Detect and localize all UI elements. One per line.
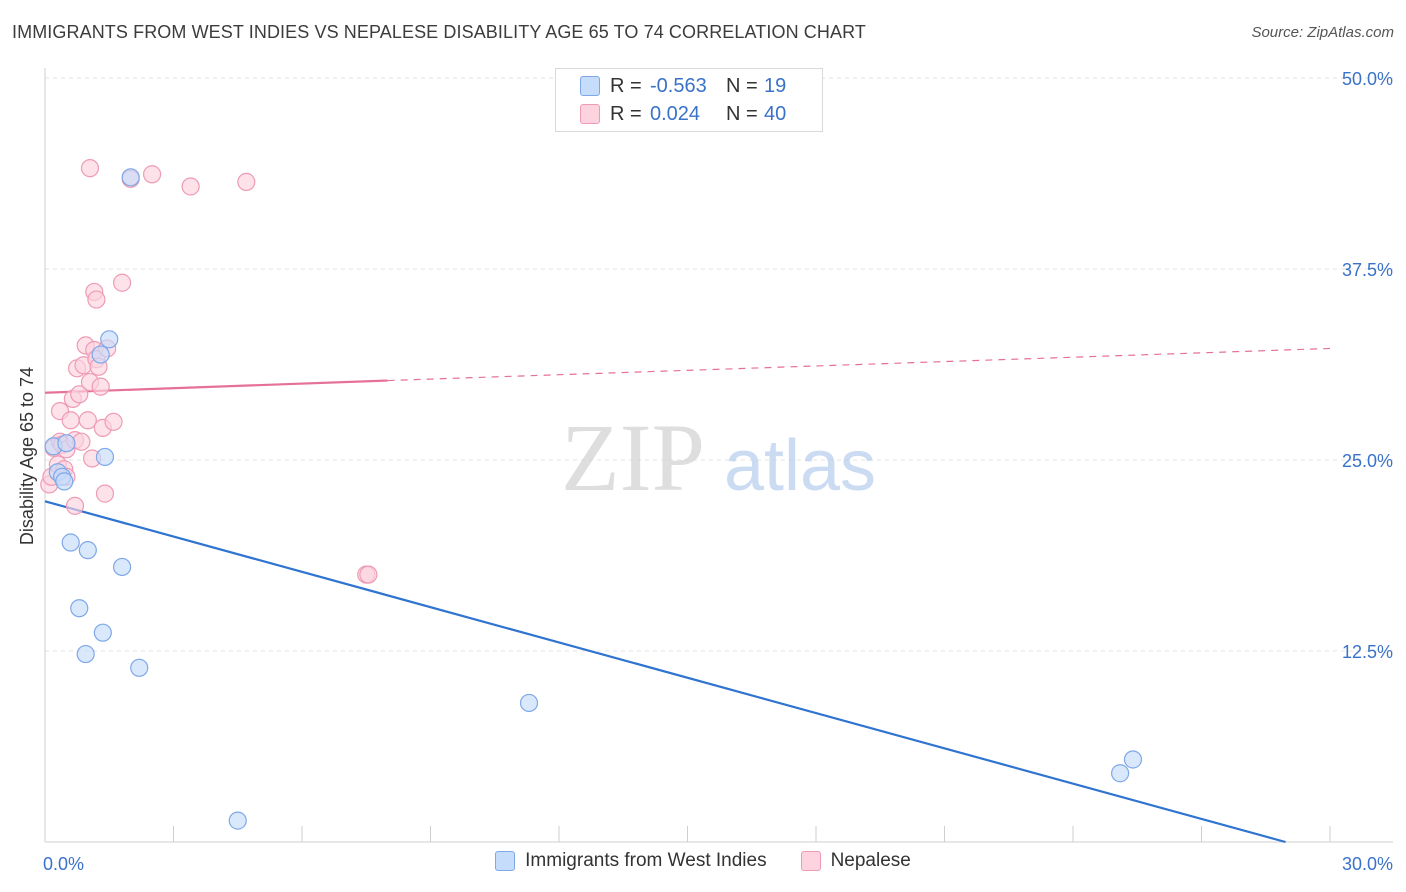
- n-label: N =: [726, 102, 758, 125]
- data-points: [40, 159, 1143, 830]
- y-tick-label: 50.0%: [1342, 69, 1393, 89]
- y-axis-label: Disability Age 65 to 74: [17, 367, 37, 545]
- legend-item-west-indies[interactable]: Immigrants from West Indies: [495, 850, 767, 872]
- west-indies-point: [55, 472, 74, 491]
- west-indies-swatch: [580, 76, 600, 96]
- axes: [44, 68, 1393, 843]
- x-tick-label: 0.0%: [43, 854, 84, 874]
- west-indies-point: [121, 168, 140, 187]
- watermark: ZIP atlas: [561, 404, 876, 511]
- west-indies-point: [57, 434, 76, 453]
- stats-row-nepalese: R = 0.024 N = 40: [580, 100, 786, 128]
- west-indies-point: [130, 658, 149, 677]
- west-indies-legend-swatch: [495, 851, 516, 871]
- nepalese-legend-swatch: [800, 851, 821, 871]
- bottom-legend: Immigrants from West Indies Nepalese: [0, 850, 1406, 872]
- west-indies-point: [228, 811, 247, 830]
- y-tick-label: 37.5%: [1342, 260, 1393, 280]
- r-value: -0.563: [650, 74, 707, 97]
- west-indies-trend-line: [44, 500, 1286, 844]
- west-indies-point: [91, 345, 110, 364]
- west-indies-point: [93, 623, 112, 642]
- nepalese-point: [142, 165, 162, 184]
- west-indies-point: [78, 541, 97, 560]
- west-indies-point: [1123, 750, 1143, 769]
- watermark-zip: ZIP: [561, 404, 705, 511]
- stats-row-west-indies: R = -0.563 N = 19: [580, 72, 786, 100]
- nepalese-point: [359, 565, 378, 584]
- nepalese-point: [72, 432, 91, 451]
- nepalese-point: [65, 496, 85, 515]
- west-indies-point: [61, 533, 80, 552]
- nepalese-point: [80, 159, 100, 178]
- nepalese-point: [87, 290, 106, 309]
- x-tick-label: 30.0%: [1342, 854, 1393, 874]
- nepalese-point: [91, 377, 110, 396]
- nepalese-point: [61, 411, 80, 430]
- source-label: Source: ZipAtlas.com: [1251, 24, 1394, 41]
- nepalese-point: [104, 412, 123, 431]
- r-label: R =: [610, 102, 642, 125]
- nepalese-point: [112, 273, 132, 292]
- west-indies-point: [1111, 764, 1130, 783]
- watermark-atlas: atlas: [724, 426, 876, 506]
- nepalese-point: [70, 385, 89, 404]
- y-tick-label: 25.0%: [1342, 451, 1393, 471]
- gridlines: [45, 77, 1393, 652]
- tick-labels: 12.5% 25.0% 37.5% 50.0% 0.0% 30.0%: [43, 69, 1393, 874]
- stats-legend: R = -0.563 N = 19 R = 0.024 N = 40: [555, 68, 823, 132]
- west-indies-point: [519, 693, 539, 713]
- legend-label: Immigrants from West Indies: [525, 850, 767, 871]
- chart-title: IMMIGRANTS FROM WEST INDIES VS NEPALESE …: [12, 22, 866, 42]
- nepalese-point: [95, 484, 115, 503]
- n-label: N =: [726, 74, 758, 97]
- west-indies-point: [70, 599, 89, 618]
- nepalese-trend-line-dashed: [387, 347, 1331, 382]
- n-value: 40: [764, 102, 787, 125]
- nepalese-point: [181, 177, 200, 196]
- n-value: 19: [764, 74, 787, 97]
- nepalese-swatch: [580, 104, 600, 124]
- west-indies-point: [100, 330, 119, 349]
- y-tick-label: 12.5%: [1342, 642, 1393, 662]
- r-value: 0.024: [650, 102, 701, 125]
- west-indies-point: [95, 447, 115, 467]
- nepalese-point: [78, 411, 97, 430]
- legend-label: Nepalese: [830, 850, 911, 871]
- west-indies-point: [112, 557, 132, 577]
- west-indies-point: [76, 644, 95, 664]
- legend-item-nepalese[interactable]: Nepalese: [800, 850, 911, 872]
- nepalese-point: [237, 172, 256, 192]
- r-label: R =: [610, 74, 642, 97]
